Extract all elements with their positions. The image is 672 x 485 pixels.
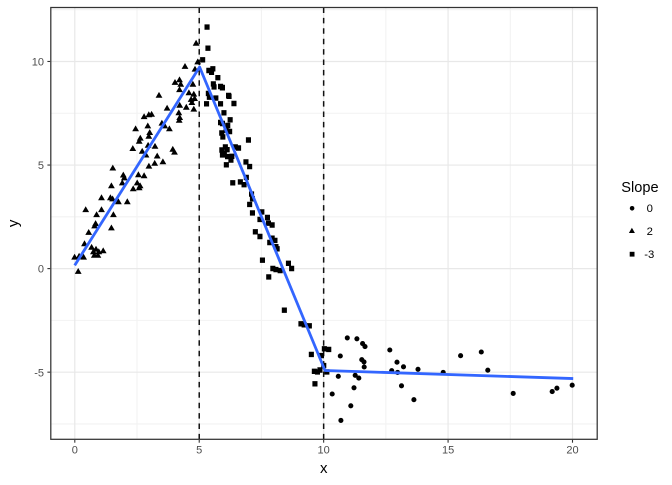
svg-text:20: 20 <box>566 445 578 457</box>
svg-text:0: 0 <box>647 203 653 215</box>
svg-text:10: 10 <box>318 445 330 457</box>
svg-text:5: 5 <box>38 160 44 172</box>
svg-text:0: 0 <box>38 264 44 276</box>
svg-text:0: 0 <box>72 445 78 457</box>
svg-text:-3: -3 <box>644 249 654 261</box>
svg-text:10: 10 <box>32 57 44 69</box>
svg-text:x: x <box>320 460 328 477</box>
svg-text:2: 2 <box>647 226 653 238</box>
svg-text:-5: -5 <box>34 367 44 379</box>
svg-text:15: 15 <box>442 445 454 457</box>
svg-text:Slope: Slope <box>621 180 658 196</box>
svg-text:5: 5 <box>196 445 202 457</box>
svg-text:y: y <box>5 219 22 227</box>
